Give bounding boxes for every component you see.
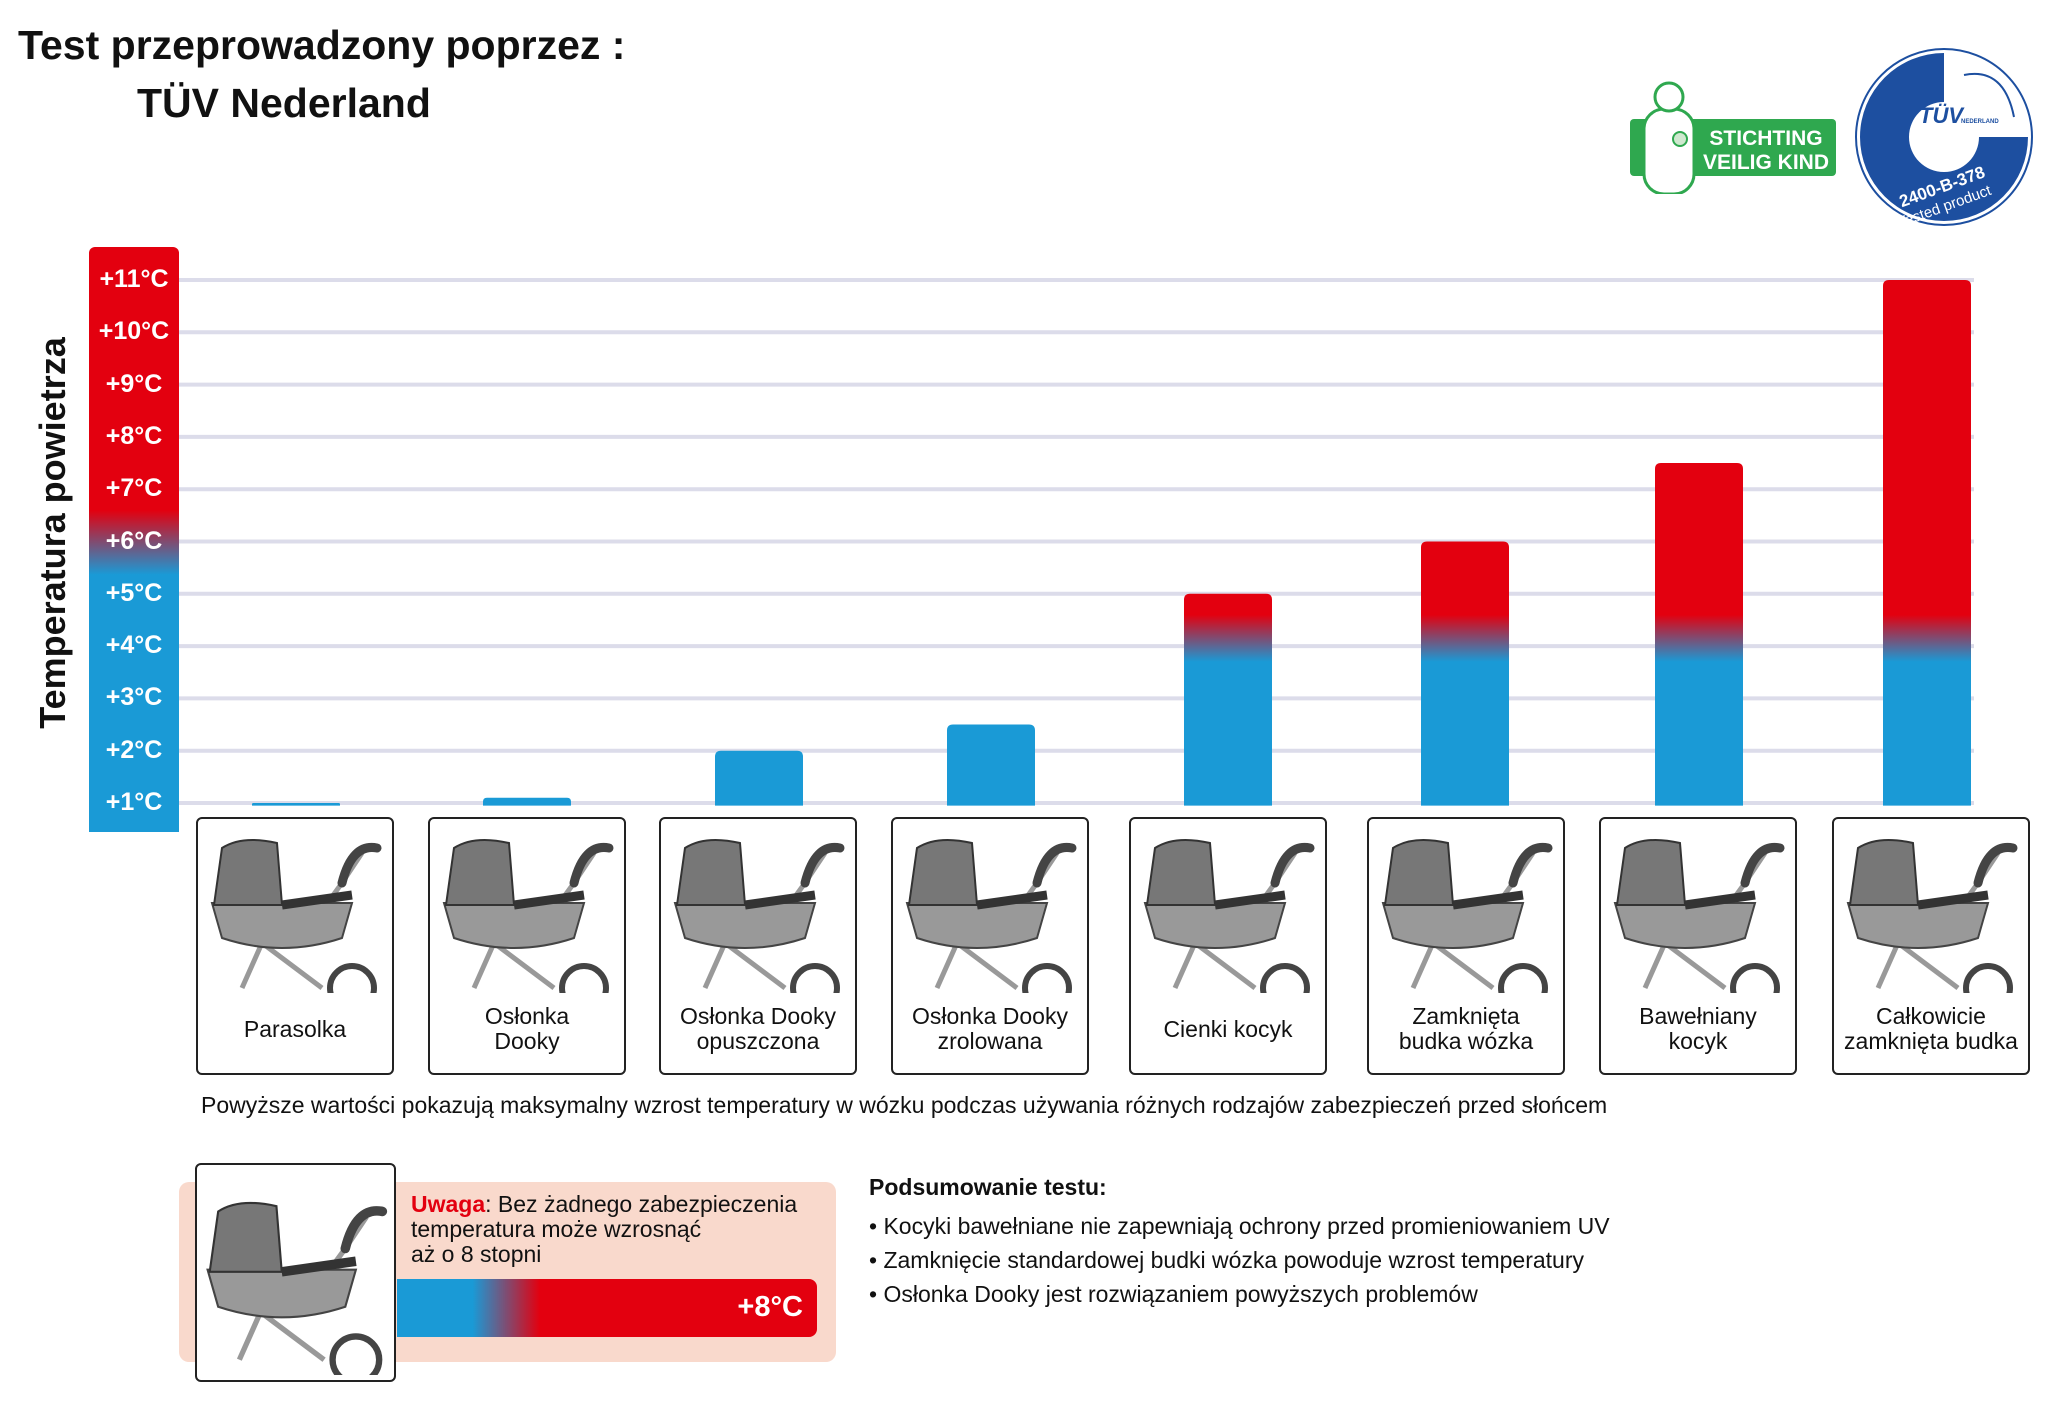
category-label-line: Zamknięta <box>1412 1003 1520 1029</box>
y-tick-label: +1°C <box>105 788 163 816</box>
bar-7 <box>1883 280 1971 806</box>
svg-text:NEDERLAND: NEDERLAND <box>1961 119 1999 125</box>
bar-chart <box>179 278 1974 806</box>
category-label: Osłonka Dooky opuszczona <box>661 999 855 1059</box>
category-label-line: Osłonka Dooky <box>912 1003 1068 1029</box>
category-label-line: budka wózka <box>1398 1028 1534 1054</box>
category-label-line: Całkowicie <box>1876 1003 1986 1029</box>
chart-caption: Powyższe wartości pokazują maksymalny wz… <box>201 1092 1608 1118</box>
category-label-line: opuszczona <box>696 1028 820 1054</box>
y-tick-label: +5°C <box>105 578 163 607</box>
category-label-line: Bawełniany <box>1639 1003 1757 1029</box>
header-title: Test przeprowadzony poprzez : <box>18 22 626 68</box>
warning-line-3: aż o 8 stopni <box>411 1241 542 1267</box>
y-tick-label: +3°C <box>105 683 163 712</box>
category-label: Osłonka Dooky <box>430 999 624 1059</box>
category-label: Zamknięta budka wózka <box>1369 999 1563 1059</box>
category-card: Cienki kocyk <box>1129 817 1327 1075</box>
category-label-line: zamknięta budka <box>1844 1028 2018 1054</box>
svg-text:STICHTING: STICHTING <box>1709 127 1822 150</box>
y-tick-label: +10°C <box>98 317 170 346</box>
category-label-line: Osłonka Dooky <box>680 1003 836 1029</box>
category-card: Zamknięta budka wózka <box>1367 817 1565 1075</box>
summary-bullet: • Zamknięcie standardowej budki wózka po… <box>869 1247 1584 1273</box>
stroller-icon <box>1135 823 1321 993</box>
category-label-line: Osłonka <box>484 1003 570 1029</box>
y-axis-temperature-scale <box>89 247 179 832</box>
summary-bullet: • Osłonka Dooky jest rozwiązaniem powyżs… <box>869 1281 1478 1307</box>
test-summary: Podsumowanie testu: • Kocyki bawełniane … <box>869 1174 1610 1315</box>
stroller-icon <box>897 823 1083 993</box>
bar-2 <box>715 750 803 806</box>
veilig-kind-logo: STICHTING VEILIG KIND <box>1630 81 1836 194</box>
bar-1 <box>483 797 571 806</box>
svg-text:TÜV: TÜV <box>1919 103 1965 128</box>
y-tick-label: +2°C <box>105 735 163 764</box>
stroller-no-protection-image <box>195 1163 396 1382</box>
stroller-icon <box>1373 823 1559 993</box>
category-card: Osłonka Dooky zrolowana <box>891 817 1089 1075</box>
category-label-line: kocyk <box>1668 1028 1728 1054</box>
warning-text: Uwaga: Bez żadnego zabezpieczenia temper… <box>411 1192 831 1267</box>
category-label: Całkowicie zamknięta budka <box>1834 999 2028 1059</box>
y-tick-label: +4°C <box>105 631 163 660</box>
y-tick-label: +7°C <box>105 474 163 503</box>
category-card: Całkowicie zamknięta budka <box>1832 817 2030 1075</box>
category-card: Osłonka Dooky opuszczona <box>659 817 857 1075</box>
stroller-icon <box>1605 823 1791 993</box>
bar-3 <box>947 724 1035 806</box>
warning-label: Uwaga <box>411 1191 486 1217</box>
bar-5 <box>1421 541 1509 806</box>
category-label: Osłonka Dooky zrolowana <box>893 999 1087 1059</box>
stroller-icon <box>197 1165 394 1380</box>
stroller-icon <box>665 823 851 993</box>
stroller-icon <box>434 823 620 993</box>
y-tick-label: +8°C <box>105 421 163 450</box>
category-card: Bawełniany kocyk <box>1599 817 1797 1075</box>
stroller-icon <box>1838 823 2024 993</box>
category-label: Parasolka <box>198 999 392 1059</box>
summary-title: Podsumowanie testu: <box>869 1174 1107 1200</box>
y-tick-label: +9°C <box>105 369 163 398</box>
warning-line-1: : Bez żadnego zabezpieczenia <box>485 1191 798 1217</box>
category-label-line: zrolowana <box>937 1028 1043 1054</box>
bar-0 <box>252 803 340 806</box>
tuv-logo: TÜV NEDERLAND 2400-B-378 Tested product <box>1855 48 2033 227</box>
category-label-line: Parasolka <box>243 1015 347 1042</box>
warning-value: +8°C <box>737 1291 803 1323</box>
warning-temperature-bar: +8°C <box>397 1279 817 1337</box>
svg-text:VEILIG KIND: VEILIG KIND <box>1703 151 1829 174</box>
bar-4 <box>1184 593 1272 806</box>
summary-bullet: • Kocyki bawełniane nie zapewniają ochro… <box>869 1213 1610 1239</box>
bar-6 <box>1655 463 1743 806</box>
warning-line-2: temperatura może wzrosnąć <box>411 1216 702 1242</box>
y-tick-label: +11°C <box>99 265 169 293</box>
category-label: Bawełniany kocyk <box>1601 999 1795 1059</box>
category-card: Parasolka <box>196 817 394 1075</box>
category-card: Osłonka Dooky <box>428 817 626 1075</box>
category-label-line: Dooky <box>494 1028 560 1054</box>
category-label: Cienki kocyk <box>1131 999 1325 1059</box>
category-label-line: Cienki kocyk <box>1163 1015 1293 1042</box>
y-tick-label: +6°C <box>105 526 163 555</box>
stroller-icon <box>202 823 388 993</box>
header-subtitle: TÜV Nederland <box>137 80 431 126</box>
